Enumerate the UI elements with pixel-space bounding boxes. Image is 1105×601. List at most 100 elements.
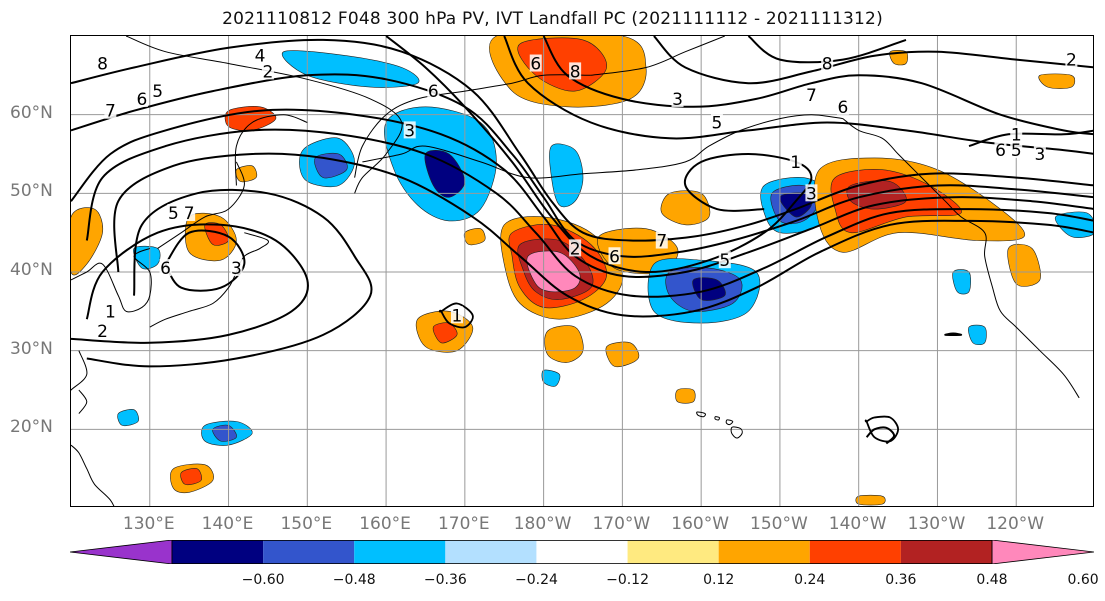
pv-contour-layer (71, 36, 1093, 445)
pv-contour-label: 2 (97, 322, 108, 342)
latitude-tick-label: 50°N (10, 181, 53, 202)
pv-contour-label: 1 (790, 153, 801, 173)
ivt-patch (1054, 211, 1093, 238)
coastline (590, 36, 725, 76)
coastline-layer (71, 36, 1080, 506)
pv-contour-label: 1 (1011, 125, 1022, 145)
coastline (362, 114, 843, 179)
pv-contour-label: 6 (160, 259, 171, 279)
ivt-patch (675, 388, 696, 404)
colorbar-outline (171, 540, 993, 564)
ivt-patch (544, 325, 584, 363)
hawaii-island (725, 419, 734, 426)
longitude-tick-label: 130°E (122, 514, 175, 534)
colorbar-segment (809, 540, 901, 564)
ivt-patch (968, 324, 987, 346)
colorbar-tick-label: −0.48 (332, 572, 376, 588)
pv-contour-label: 3 (404, 121, 415, 141)
pv-label-bg (230, 259, 243, 277)
pv-contour (653, 36, 1093, 85)
pv-contour (113, 152, 1093, 318)
plot-title: 2021110812 F048 300 hPa PV, IVT Landfall… (222, 9, 883, 29)
ivt-patch (1007, 243, 1041, 287)
longitude-tick-label: 180°W (513, 514, 572, 534)
ivt-patch (541, 369, 561, 387)
pv-contour-label: 3 (672, 90, 683, 110)
longitude-tick-label: 160°E (359, 514, 411, 534)
longitude-tick-label: 150°W (750, 514, 808, 534)
pv-label-bg (805, 184, 818, 202)
pv-contour-label: 4 (255, 47, 266, 67)
pv-contour-label: 5 (719, 251, 730, 271)
pv-label-bg (159, 259, 172, 277)
pv-label-bg (427, 82, 440, 100)
colorbar-segment (445, 540, 537, 564)
pv-label-bg (104, 302, 117, 320)
ivt-patch (855, 494, 886, 506)
longitude-tick-label: 160°W (671, 514, 730, 534)
pv-contour-label: 6 (995, 141, 1006, 161)
pv-contour-label: 6 (838, 98, 849, 118)
ivt-patch (660, 190, 711, 226)
pv-label-bg (529, 54, 542, 72)
colorbar-tick-label: 0.60 (1067, 572, 1099, 588)
colorbar-tick-label: −0.60 (241, 572, 285, 588)
pv-label-bg (1010, 141, 1023, 159)
ivt-patch (1038, 73, 1076, 89)
pv-contour-small (438, 302, 474, 329)
longitude-tick-label: 150°E (280, 514, 333, 534)
colorbar-tick-label: −0.36 (423, 572, 467, 588)
pv-contour-label: 7 (806, 86, 817, 106)
pv-contour-label: 6 (428, 82, 439, 102)
longitude-tick-label: 170°W (592, 514, 651, 534)
pv-contour-label: 3 (231, 259, 242, 279)
pv-contour-label: 6 (136, 90, 147, 110)
pv-contour-label: 2 (570, 239, 581, 259)
colorbar-tick-label: 0.48 (976, 572, 1008, 588)
ivt-shading-layer (71, 36, 1093, 506)
colorbar-segment (900, 540, 992, 564)
pv-label-bg (718, 251, 731, 269)
pv-label-bg (655, 231, 668, 249)
pv-label-bg (1033, 145, 1046, 162)
pv-contour-label: 1 (105, 302, 116, 322)
pv-label-bg (403, 121, 416, 139)
longitude-tick-label: 120°W (986, 514, 1045, 534)
pv-contour (71, 223, 309, 344)
pv-contour-label: 8 (97, 55, 108, 75)
pv-label-bg (261, 62, 274, 80)
coastline (71, 350, 88, 391)
colorbar-tick-label: −0.24 (514, 572, 558, 588)
colorbar-tick-label: −0.12 (606, 572, 649, 588)
colorbar (70, 540, 1094, 564)
pv-label-bg (167, 204, 180, 221)
coastline (842, 118, 1080, 399)
pv-label-bg (805, 86, 818, 103)
pv-contour-label: 5 (1011, 141, 1022, 161)
pv-contour-label: 1 (452, 306, 463, 326)
pv-label-bg (450, 306, 463, 324)
ivt-patch (424, 150, 466, 198)
pv-label-bg (183, 204, 196, 221)
pv-label-bg (104, 101, 117, 119)
pv-contour (164, 229, 246, 292)
colorbar-segment (354, 540, 446, 564)
pv-label-bg (96, 54, 109, 72)
pv-contour (85, 128, 1093, 298)
pv-label-bg (569, 62, 582, 80)
pv-contour-closed-small (865, 426, 896, 445)
pv-label-bg (608, 247, 621, 265)
pv-label-bg (994, 141, 1007, 159)
pv-contour-label: 5 (152, 82, 163, 102)
hawaii-island (696, 411, 706, 418)
colorbar-segment (263, 540, 355, 564)
pv-contour (542, 36, 1093, 136)
colorbar-tick-label: 0.36 (885, 572, 917, 588)
latitude-tick-label: 40°N (10, 260, 53, 280)
ivt-patch (952, 269, 971, 295)
latitude-tick-label: 20°N (10, 417, 53, 438)
pv-label-bg (135, 89, 148, 107)
colorbar-segment (536, 540, 628, 564)
